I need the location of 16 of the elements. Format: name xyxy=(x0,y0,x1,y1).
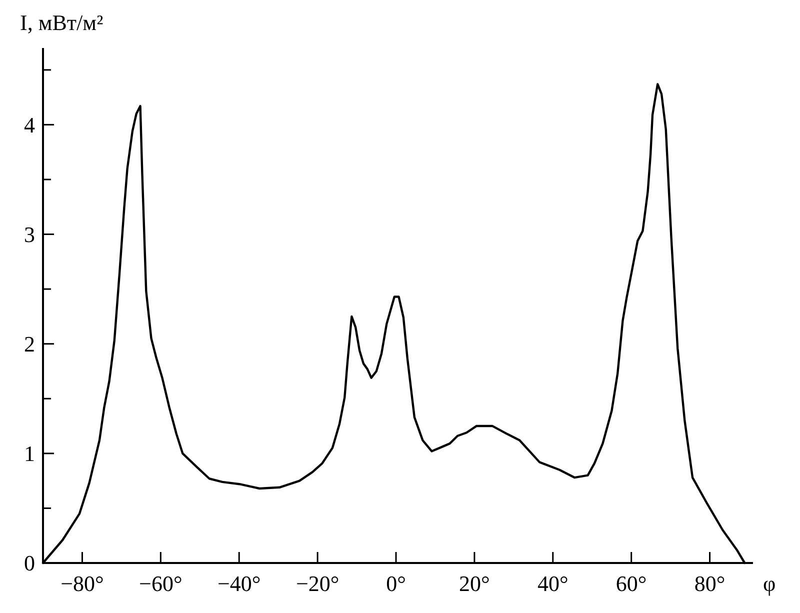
x-axis-title: φ xyxy=(763,571,776,596)
y-tick-label: 4 xyxy=(24,112,35,138)
x-tick-label: 20° xyxy=(459,571,490,596)
x-tick-label: 60° xyxy=(616,571,647,596)
y-tick-label: 2 xyxy=(24,332,35,357)
y-tick-label: 0 xyxy=(24,550,35,576)
y-tick-label: 3 xyxy=(24,222,35,247)
x-tick-label: −20° xyxy=(296,571,340,596)
x-tick-label: −40° xyxy=(218,571,261,596)
x-tick-label: 40° xyxy=(537,571,568,596)
y-tick-label: 1 xyxy=(24,441,35,466)
x-tick-label: 80° xyxy=(694,571,726,596)
x-tick-label: −80° xyxy=(60,571,104,596)
y-axis-title: I, мВт/м² xyxy=(20,10,104,35)
x-tick-label: 0° xyxy=(386,571,406,596)
x-tick-label: −60° xyxy=(139,571,182,596)
